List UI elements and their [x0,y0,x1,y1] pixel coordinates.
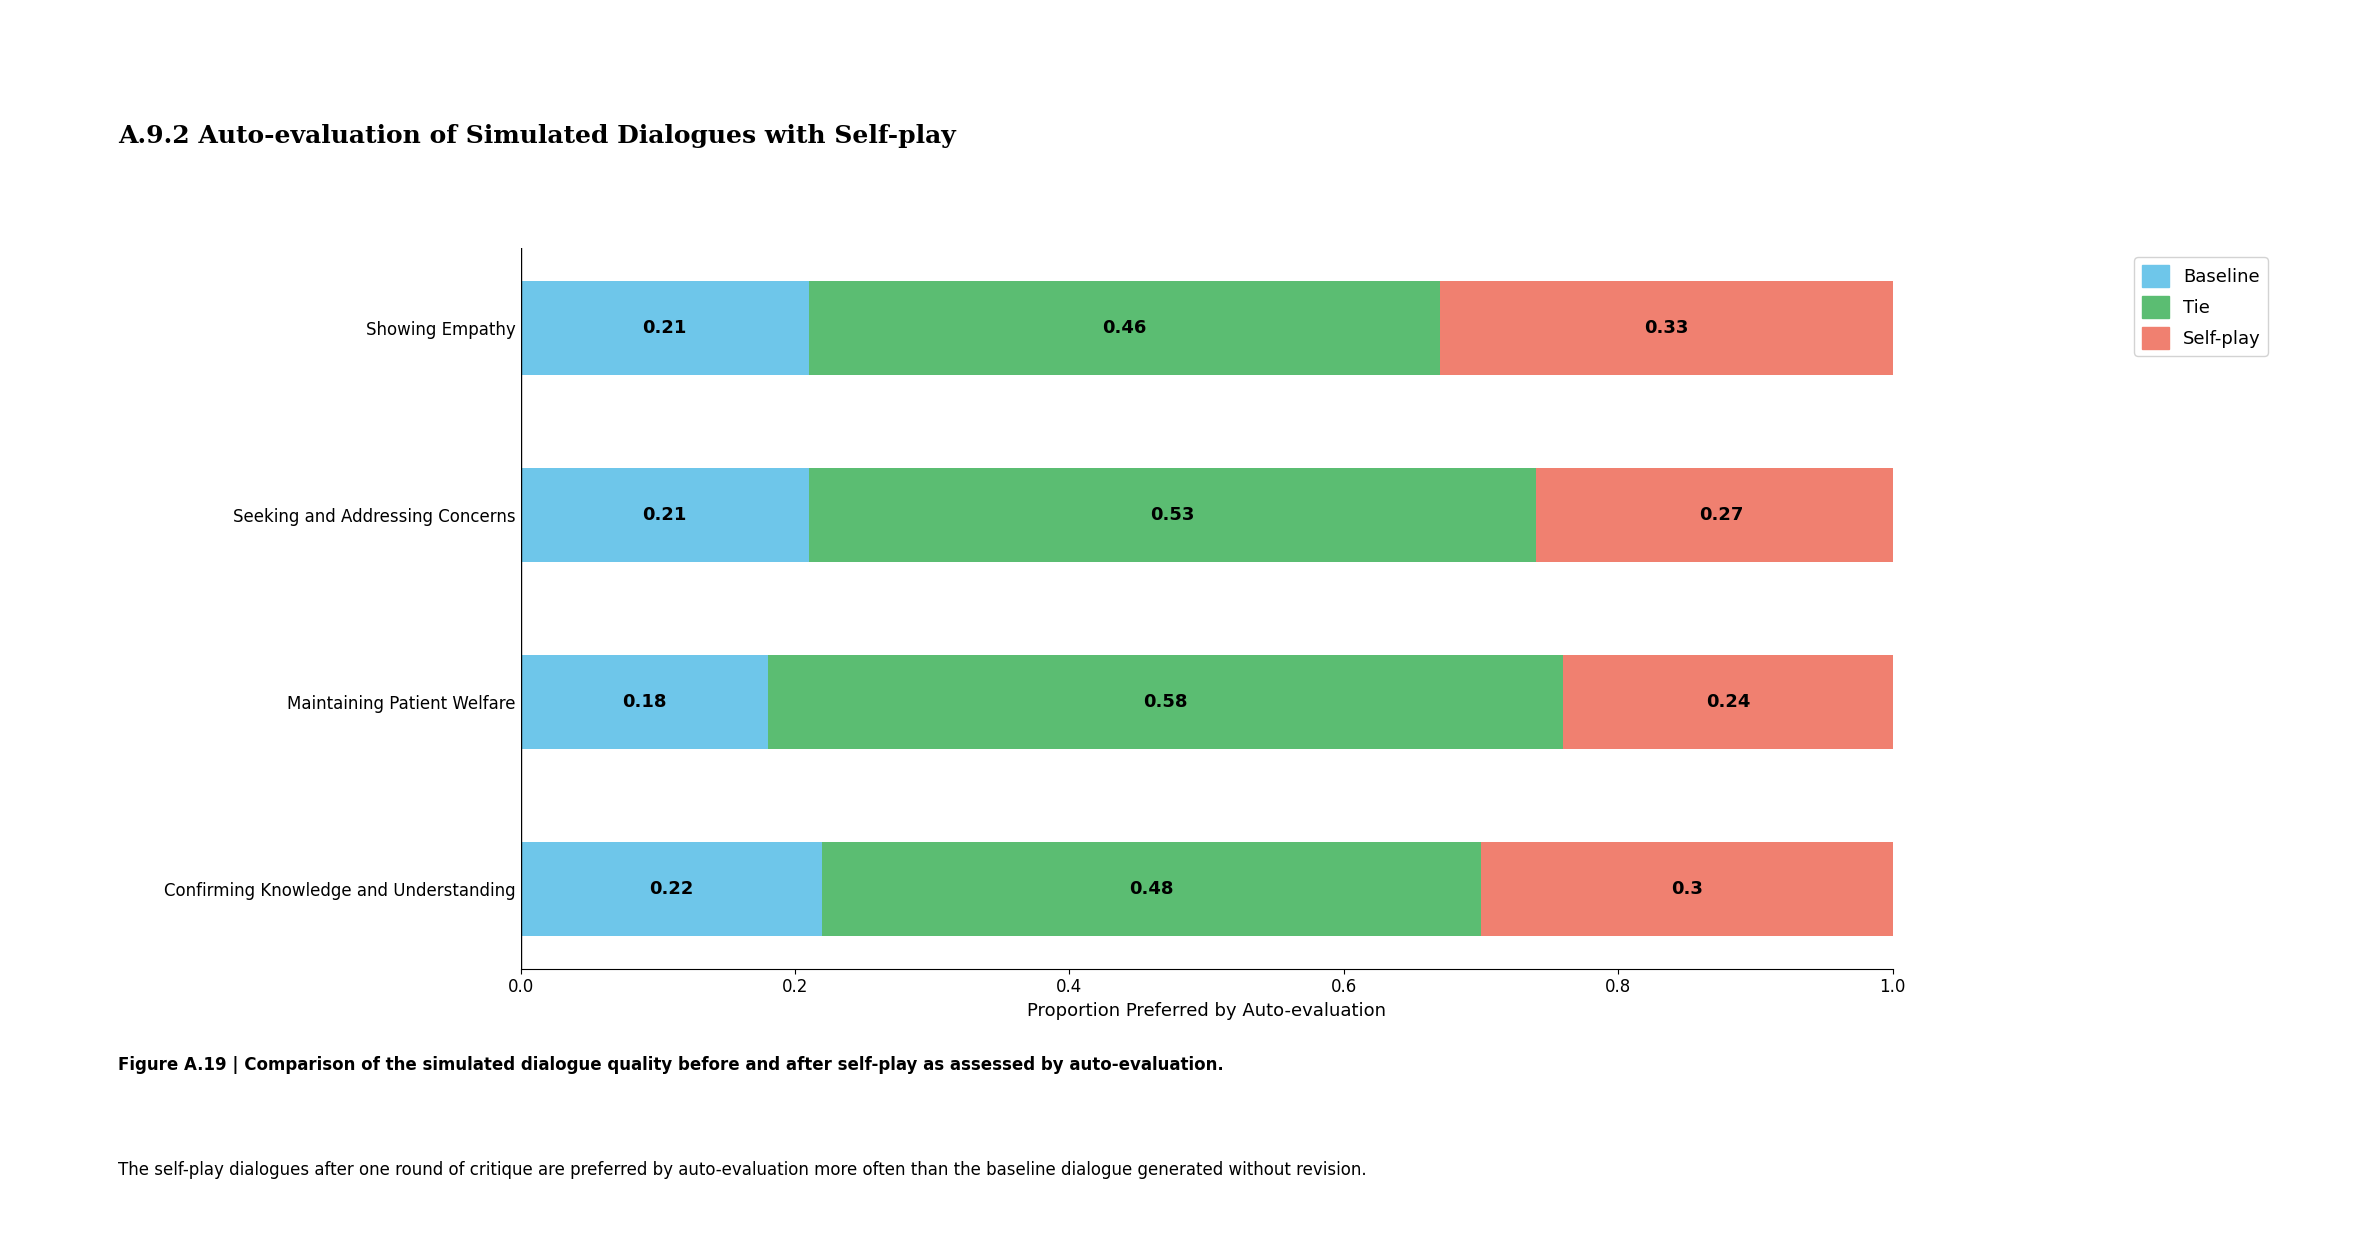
Text: A.9.2 Auto-evaluation of Simulated Dialogues with Self-play: A.9.2 Auto-evaluation of Simulated Dialo… [118,124,956,148]
Bar [521,656,767,749]
Bar [809,468,1536,561]
Text: 0.3: 0.3 [1670,881,1704,898]
Text: 0.18: 0.18 [622,693,667,712]
Text: 0.53: 0.53 [1150,505,1195,524]
Bar [767,656,1564,749]
Bar [809,281,1441,375]
Bar [1441,281,1893,375]
Bar [1536,468,1907,561]
Text: The self-play dialogues after one round of critique are preferred by auto-evalua: The self-play dialogues after one round … [118,1160,1368,1179]
Text: 0.21: 0.21 [644,505,686,524]
Text: 0.24: 0.24 [1706,693,1751,712]
Bar [521,842,823,936]
Text: 0.22: 0.22 [648,881,693,898]
Text: 0.46: 0.46 [1103,319,1148,337]
Text: 0.33: 0.33 [1644,319,1689,337]
Bar [823,842,1481,936]
Legend: Baseline, Tie, Self-play: Baseline, Tie, Self-play [2134,257,2269,356]
Bar [521,468,809,561]
X-axis label: Proportion Preferred by Auto-evaluation: Proportion Preferred by Auto-evaluation [1027,1002,1386,1020]
Text: 0.21: 0.21 [644,319,686,337]
Bar [521,281,809,375]
Text: 0.27: 0.27 [1699,505,1744,524]
Text: Figure A.19 | Comparison of the simulated dialogue quality before and after self: Figure A.19 | Comparison of the simulate… [118,1056,1223,1073]
Bar [1481,842,1893,936]
Text: 0.48: 0.48 [1129,881,1174,898]
Bar [1564,656,1893,749]
Text: 0.58: 0.58 [1143,693,1188,712]
